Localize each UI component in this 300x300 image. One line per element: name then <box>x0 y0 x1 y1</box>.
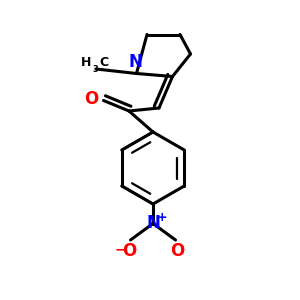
Text: O: O <box>170 242 184 260</box>
Text: N: N <box>128 53 142 71</box>
Text: O: O <box>84 90 98 108</box>
Text: 3: 3 <box>92 65 98 74</box>
Text: O: O <box>122 242 136 260</box>
Text: +: + <box>157 211 167 224</box>
Text: H: H <box>81 56 92 70</box>
Text: C: C <box>99 56 108 70</box>
Text: N: N <box>146 214 160 232</box>
Text: −: − <box>114 242 126 256</box>
